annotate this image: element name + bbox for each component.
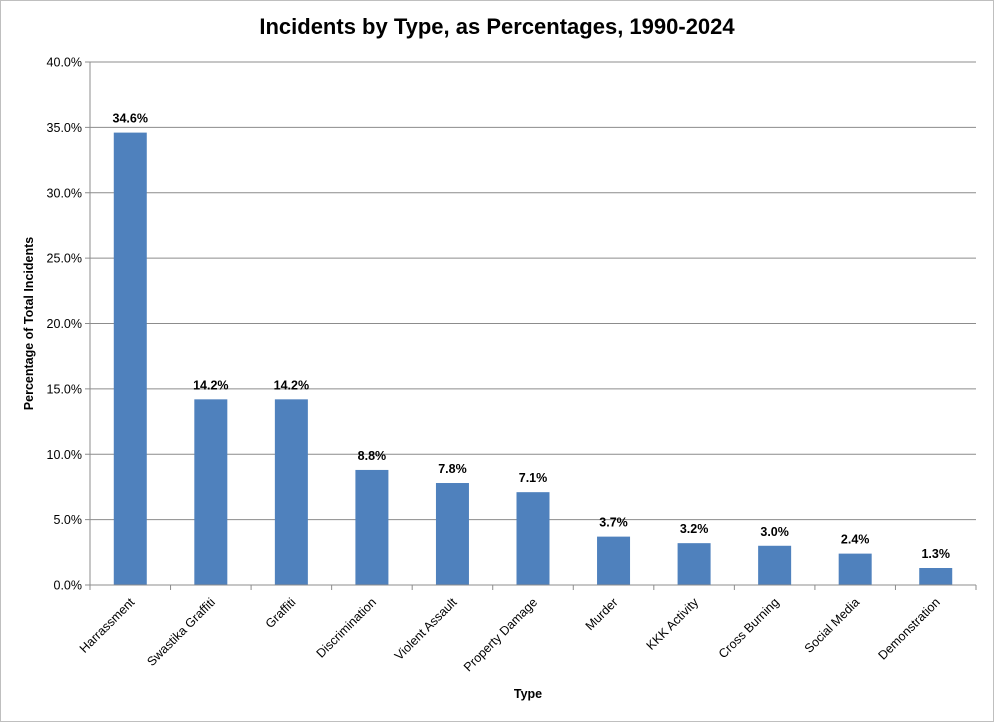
x-tick-label: Social Media: [802, 595, 863, 656]
y-tick-label: 0.0%: [54, 579, 83, 593]
y-tick-label: 40.0%: [47, 56, 82, 70]
bar: [677, 543, 711, 585]
x-tick-label: Violent Assault: [392, 595, 460, 663]
data-label: 14.2%: [274, 378, 309, 392]
data-label: 7.8%: [438, 462, 467, 476]
bar: [274, 399, 308, 585]
gridlines: [90, 61, 976, 521]
x-tick-label: Property Damage: [461, 595, 540, 674]
x-tick-label: Graffiti: [263, 595, 299, 631]
bar: [597, 536, 631, 585]
x-tick-label: Cross Burning: [716, 595, 782, 661]
y-tick-label: 10.0%: [47, 448, 82, 462]
data-label: 34.6%: [113, 112, 148, 126]
y-tick-label: 20.0%: [47, 317, 82, 331]
x-tick-label: Demonstration: [875, 595, 942, 662]
data-label: 8.8%: [358, 449, 387, 463]
data-label: 14.2%: [193, 378, 228, 392]
bar: [758, 545, 792, 585]
chart-title: Incidents by Type, as Percentages, 1990-…: [259, 14, 735, 39]
data-label: 1.3%: [921, 547, 950, 561]
bar: [919, 568, 953, 585]
data-label: 2.4%: [841, 533, 870, 547]
data-label: 3.2%: [680, 522, 709, 536]
bar: [194, 399, 228, 585]
x-tick-label: Murder: [583, 595, 621, 633]
data-labels: 34.6% 14.2% 14.2% 8.8% 7.8% 7.1% 3.7% 3.2% 3.0% 2…: [113, 112, 950, 561]
y-tick-label: 5.0%: [54, 513, 83, 527]
x-tick-label: Harrassment: [77, 595, 138, 656]
y-tick-label: 15.0%: [47, 382, 82, 396]
bars: [113, 132, 953, 586]
data-label: 7.1%: [519, 471, 548, 485]
y-axis-tick-labels: 0.0% 5.0% 10.0% 15.0% 20.0% 25.0% 30.0% 35.0% 40…: [47, 56, 90, 593]
data-label: 3.0%: [760, 525, 789, 539]
y-tick-label: 25.0%: [47, 252, 82, 266]
x-axis-title: Type: [514, 687, 542, 701]
y-tick-label: 35.0%: [47, 121, 82, 135]
bar: [516, 492, 550, 585]
bar: [113, 132, 147, 586]
x-axis-tick-labels: Harrassment Swastika Graffiti Graffiti Disc…: [77, 585, 977, 674]
x-tick-label: Discrimination: [314, 595, 379, 660]
y-axis-title: Percentage of Total Incidents: [22, 237, 36, 410]
bar: [838, 553, 872, 585]
bar: [435, 483, 469, 585]
x-tick-label: KKK Activity: [644, 595, 702, 653]
data-label: 3.7%: [599, 516, 628, 530]
x-tick-label: Swastika Graffiti: [144, 595, 218, 669]
bar: [355, 469, 389, 585]
y-tick-label: 30.0%: [47, 186, 82, 200]
